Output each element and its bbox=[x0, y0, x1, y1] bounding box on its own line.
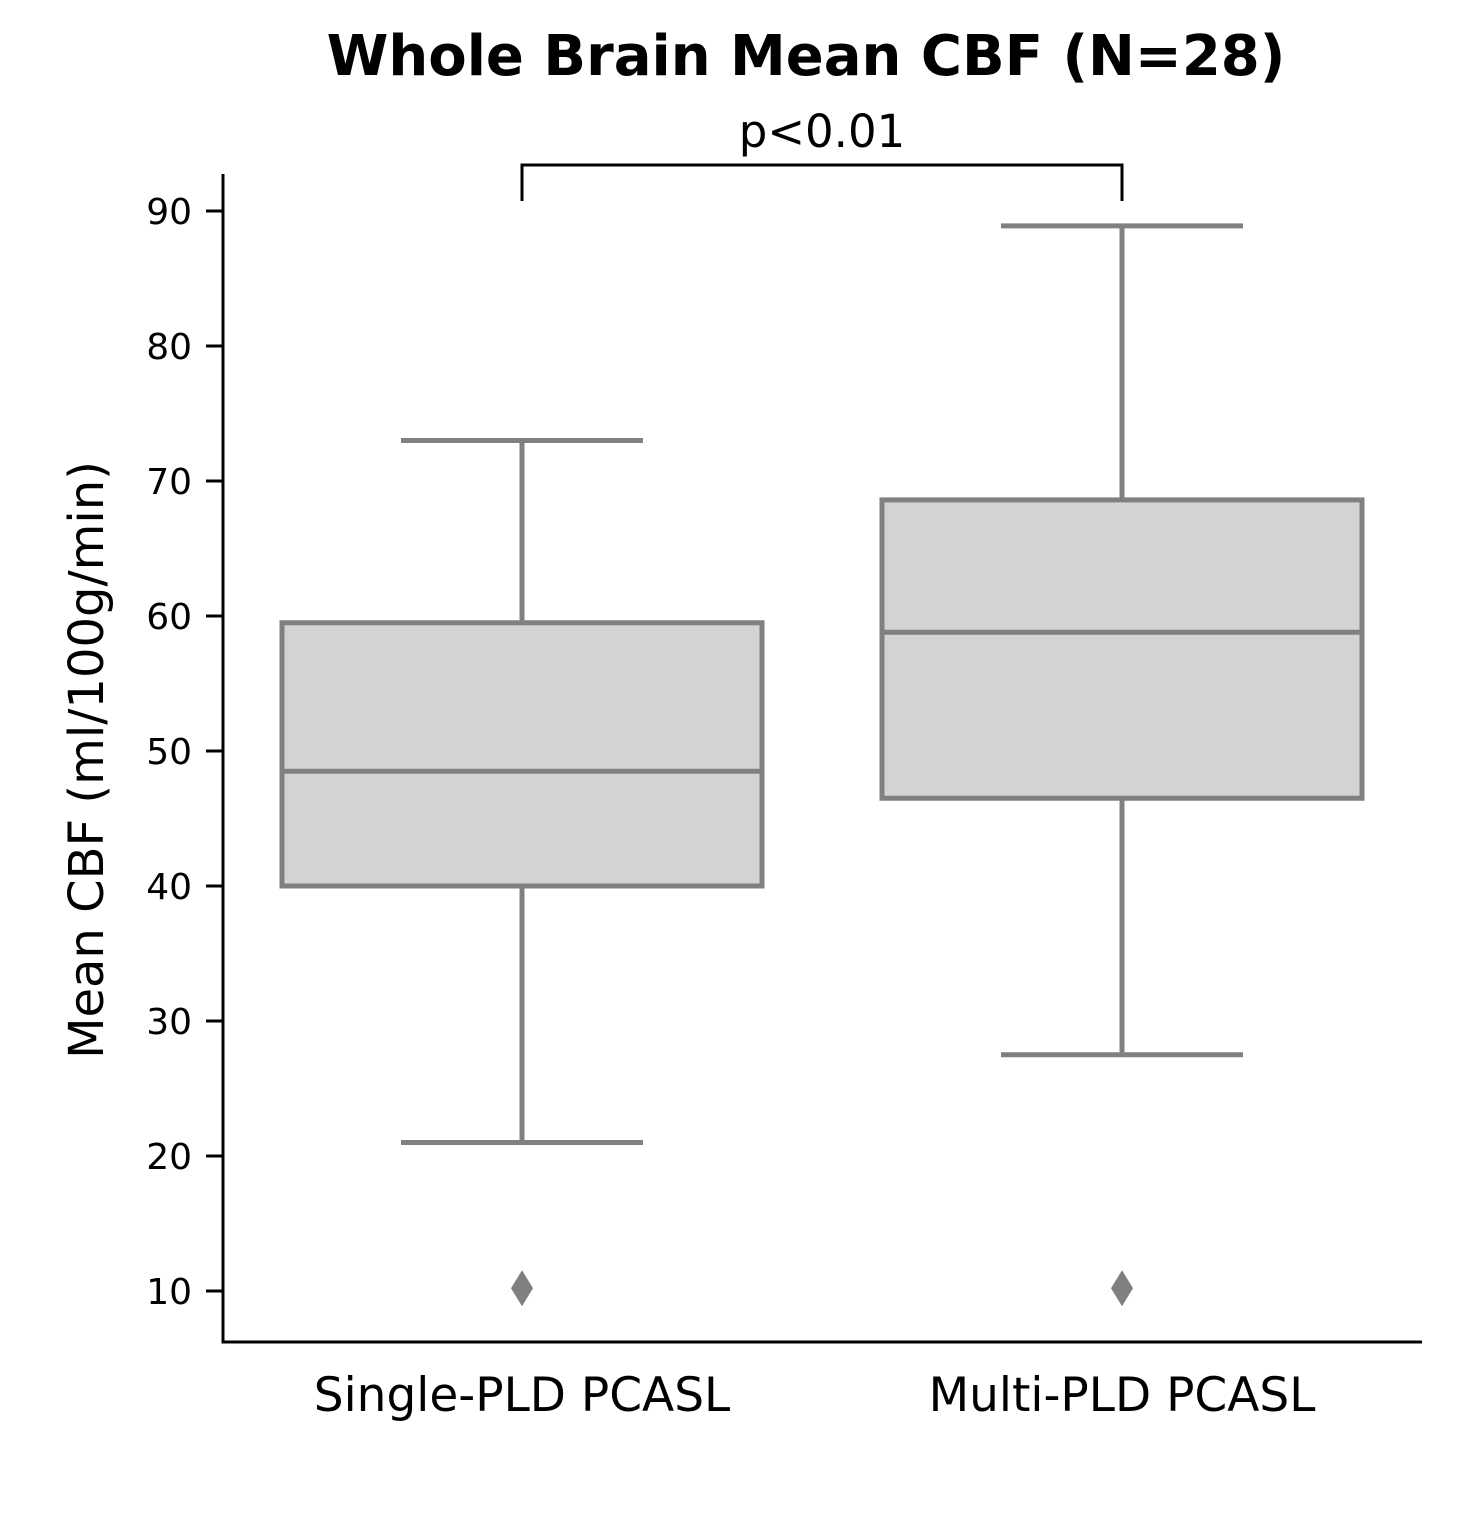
chart-title: Whole Brain Mean CBF (N=28) bbox=[327, 24, 1286, 89]
significance-bracket bbox=[520, 163, 1124, 201]
y-tick-label: 20 bbox=[146, 1137, 192, 1178]
x-tick-label: Multi-PLD PCASL bbox=[929, 1368, 1316, 1423]
box-iqr bbox=[879, 497, 1365, 801]
box-iqr bbox=[279, 620, 765, 889]
outlier-point bbox=[1111, 1270, 1133, 1307]
outlier-point bbox=[511, 1270, 533, 1307]
y-tick-label: 40 bbox=[146, 867, 192, 908]
y-tick-label: 50 bbox=[146, 732, 192, 773]
x-tick-label: Single-PLD PCASL bbox=[314, 1368, 730, 1423]
y-tick-label: 90 bbox=[146, 192, 192, 233]
y-axis-label: Mean CBF (ml/100g/min) bbox=[59, 461, 115, 1059]
significance-label: p<0.01 bbox=[739, 105, 905, 158]
y-tick-label: 30 bbox=[146, 1002, 192, 1043]
plot-area: 10 20 30 40 50 60 70 80 90 Single-PLD PCASL Multi-… bbox=[146, 105, 1422, 1423]
y-tick-label: 70 bbox=[146, 462, 192, 503]
y-tick-label: 80 bbox=[146, 327, 192, 368]
y-tick-label: 10 bbox=[146, 1272, 192, 1313]
y-tick-label: 60 bbox=[146, 597, 192, 638]
